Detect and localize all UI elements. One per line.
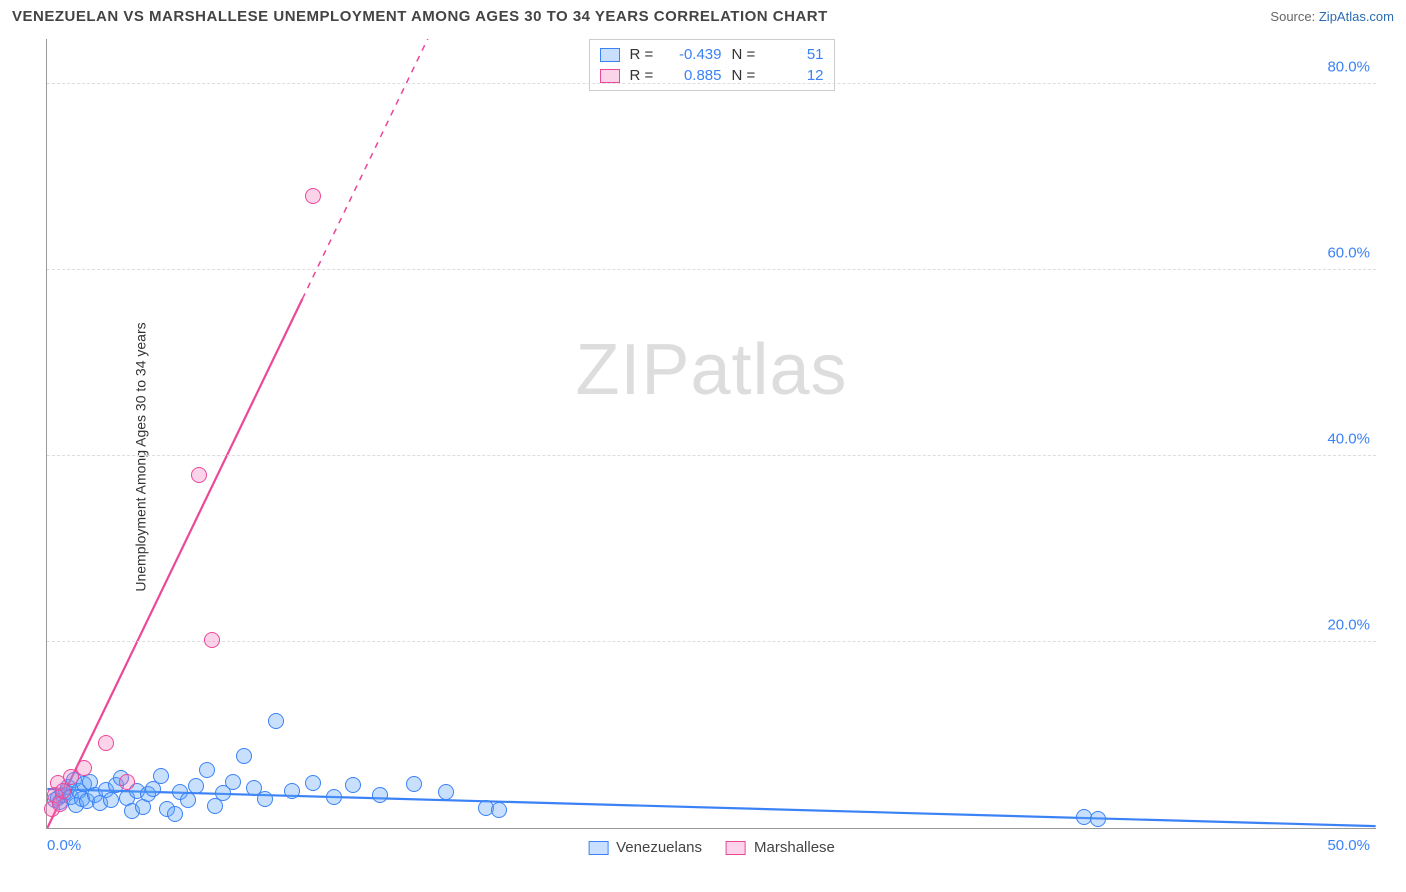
- plot-region: ZIPatlas R =-0.439N =51R =0.885N =12 Ven…: [46, 39, 1376, 829]
- trend-line-dashed: [302, 39, 472, 299]
- data-point: [257, 791, 273, 807]
- y-tick-label: 60.0%: [1327, 245, 1370, 262]
- gridline: [47, 641, 1376, 642]
- data-point: [268, 713, 284, 729]
- legend-label: Marshallese: [754, 839, 835, 856]
- legend-item: Marshallese: [726, 839, 835, 856]
- data-point: [76, 760, 92, 776]
- data-point: [119, 774, 135, 790]
- legend-r-label: R =: [630, 67, 658, 84]
- data-point: [191, 467, 207, 483]
- data-point: [438, 784, 454, 800]
- trend-line: [47, 789, 1375, 826]
- y-tick-label: 80.0%: [1327, 59, 1370, 76]
- watermark-light: atlas: [690, 330, 847, 410]
- trend-lines: [47, 39, 1376, 828]
- x-tick-label: 50.0%: [1327, 837, 1370, 854]
- legend-label: Venezuelans: [616, 839, 702, 856]
- data-point: [345, 777, 361, 793]
- legend-n-label: N =: [732, 67, 760, 84]
- data-point: [225, 774, 241, 790]
- legend-r-value: 0.885: [668, 67, 722, 84]
- legend-swatch: [600, 48, 620, 62]
- legend-n-value: 12: [770, 67, 824, 84]
- data-point: [236, 748, 252, 764]
- gridline: [47, 455, 1376, 456]
- data-point: [199, 762, 215, 778]
- legend-swatch: [588, 841, 608, 855]
- data-point: [372, 787, 388, 803]
- trend-line: [47, 299, 302, 828]
- watermark: ZIPatlas: [575, 329, 847, 411]
- data-point: [305, 775, 321, 791]
- watermark-bold: ZIP: [575, 330, 690, 410]
- legend-n-label: N =: [732, 46, 760, 63]
- legend-row: R = -0.439 N = 51: [600, 44, 824, 65]
- source-label: Source:: [1270, 9, 1315, 24]
- data-point: [153, 768, 169, 784]
- data-point: [305, 188, 321, 204]
- legend-swatch: [600, 69, 620, 83]
- data-point: [103, 792, 119, 808]
- data-point: [326, 789, 342, 805]
- gridline: [47, 269, 1376, 270]
- legend-r-label: R =: [630, 46, 658, 63]
- data-point: [180, 792, 196, 808]
- source-link[interactable]: ZipAtlas.com: [1319, 9, 1394, 24]
- data-point: [55, 783, 71, 799]
- legend-item: Venezuelans: [588, 839, 702, 856]
- data-point: [188, 778, 204, 794]
- chart-area: Unemployment Among Ages 30 to 34 years Z…: [0, 29, 1406, 885]
- source: Source: ZipAtlas.com: [1270, 9, 1394, 24]
- data-point: [98, 735, 114, 751]
- data-point: [1090, 811, 1106, 827]
- y-tick-label: 40.0%: [1327, 431, 1370, 448]
- y-tick-label: 20.0%: [1327, 617, 1370, 634]
- legend-n-value: 51: [770, 46, 824, 63]
- legend-swatch: [726, 841, 746, 855]
- x-tick-label: 0.0%: [47, 837, 81, 854]
- title-bar: VENEZUELAN VS MARSHALLESE UNEMPLOYMENT A…: [0, 0, 1406, 29]
- data-point: [284, 783, 300, 799]
- data-point: [167, 806, 183, 822]
- gridline: [47, 83, 1376, 84]
- data-point: [406, 776, 422, 792]
- legend-r-value: -0.439: [668, 46, 722, 63]
- series-legend: Venezuelans Marshallese: [588, 839, 835, 856]
- data-point: [204, 632, 220, 648]
- chart-title: VENEZUELAN VS MARSHALLESE UNEMPLOYMENT A…: [12, 8, 828, 25]
- data-point: [491, 802, 507, 818]
